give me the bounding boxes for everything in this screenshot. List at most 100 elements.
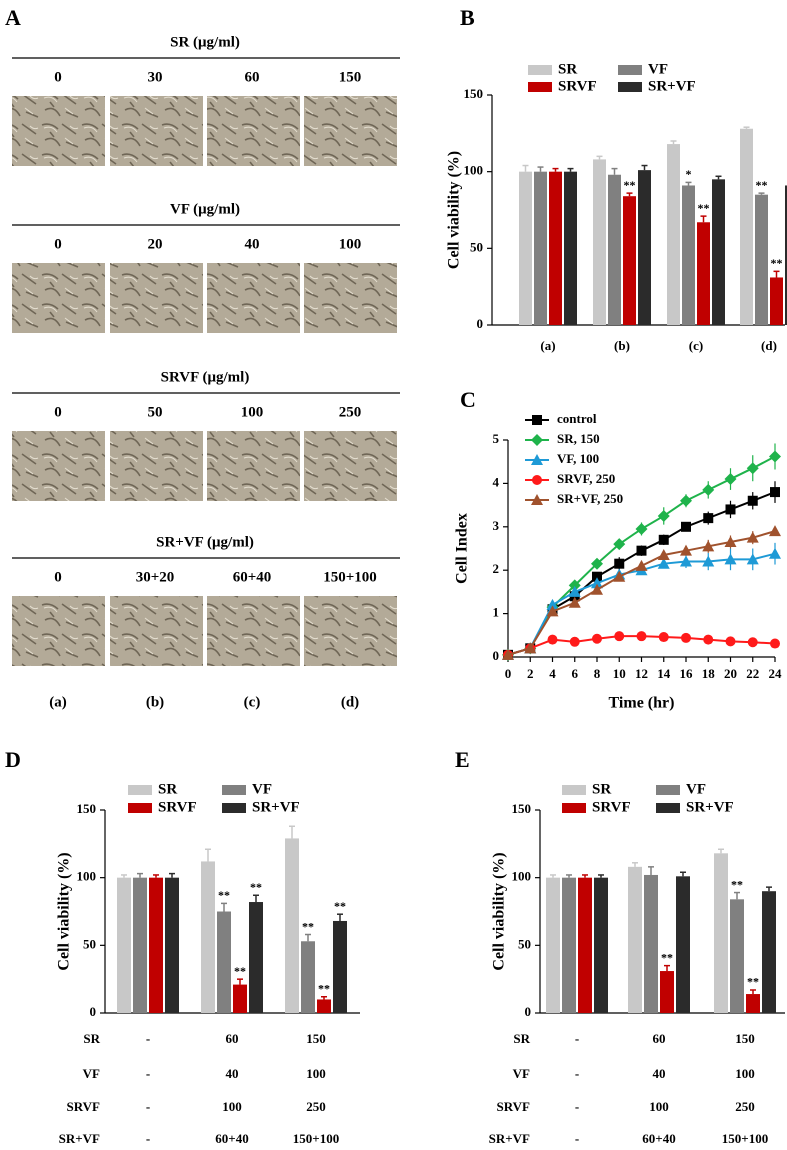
table-cell: 100 (735, 1066, 755, 1081)
legend-label: VF (648, 61, 668, 77)
x-tick-label: 0 (505, 666, 512, 681)
marker (658, 632, 669, 643)
legend-marker (531, 454, 543, 465)
marker (747, 495, 758, 506)
marker (724, 553, 737, 565)
marker (746, 531, 759, 543)
panel-label: C (460, 387, 476, 412)
legend-swatch (618, 65, 642, 75)
marker (568, 585, 581, 597)
legend-swatch (618, 82, 642, 92)
bar (317, 999, 331, 1013)
section-title: SRVF (μg/ml) (161, 369, 250, 385)
table-cell: 40 (653, 1066, 666, 1081)
dose-label: 30 (148, 69, 163, 85)
table-cell: - (146, 1066, 150, 1081)
significance: ** (771, 256, 783, 270)
x-tick-label: 20 (724, 666, 737, 681)
micrograph (207, 431, 300, 501)
micrograph (110, 596, 203, 666)
table-cell: 100 (222, 1099, 242, 1114)
bar (682, 185, 695, 325)
y-tick-label: 0 (477, 316, 484, 331)
bar (546, 877, 560, 1013)
marker (502, 648, 514, 660)
legend-swatch (656, 785, 680, 795)
legend-label: SR (592, 781, 611, 797)
legend-marker (531, 494, 543, 505)
panel-label: B (460, 5, 475, 30)
marker (568, 596, 581, 608)
marker (702, 555, 715, 567)
panel-label: E (455, 747, 470, 772)
significance: ** (731, 877, 743, 891)
legend-label: SR, 150 (557, 431, 600, 446)
bar (594, 877, 608, 1013)
marker (680, 544, 692, 556)
table-cell: 250 (735, 1099, 755, 1114)
dose-label: 0 (54, 404, 62, 420)
micrograph (304, 96, 397, 166)
micrograph (207, 596, 300, 666)
marker (636, 631, 647, 642)
marker (681, 632, 691, 643)
row-label: SR (513, 1031, 530, 1046)
y-tick-label: 3 (493, 518, 500, 533)
section-title: SR (μg/ml) (170, 34, 240, 50)
marker (568, 579, 581, 592)
legend-label: SRVF, 250 (557, 471, 615, 486)
significance: * (686, 167, 692, 181)
dose-label: 0 (54, 236, 62, 252)
table-cell: 150 (735, 1031, 755, 1046)
bar (562, 877, 576, 1013)
marker (746, 553, 759, 565)
table-cell: 150 (306, 1031, 326, 1046)
y-tick-label: 50 (470, 239, 483, 254)
micrograph (304, 596, 397, 666)
marker (702, 540, 715, 552)
legend-swatch (222, 785, 246, 795)
x-tick-label: 6 (572, 666, 579, 681)
y-tick-label: 5 (493, 431, 500, 446)
significance: ** (234, 964, 246, 978)
row-label: SR+VF (59, 1131, 100, 1146)
y-tick-label: 150 (464, 86, 484, 101)
significance: ** (218, 888, 230, 902)
legend-label: VF (686, 781, 706, 797)
legend-label: SR+VF (686, 799, 734, 815)
legend-label: VF (252, 781, 272, 797)
significance: ** (250, 880, 262, 894)
x-tick-label: 22 (746, 666, 759, 681)
column-label: (b) (146, 694, 164, 710)
table-cell: 100 (306, 1066, 326, 1081)
legend-label: SR+VF (252, 799, 300, 815)
table-cell: 60 (226, 1031, 239, 1046)
bar (549, 171, 562, 325)
legend-swatch (562, 803, 586, 813)
table-cell: 250 (306, 1099, 326, 1114)
y-tick-label: 1 (493, 605, 500, 620)
bar (165, 877, 179, 1013)
dose-label: 0 (54, 69, 62, 85)
bar (217, 911, 231, 1013)
x-tick-label: 12 (635, 666, 648, 681)
marker (546, 598, 559, 610)
y-tick-label: 0 (493, 648, 500, 663)
section-title: VF (μg/ml) (170, 201, 240, 217)
dose-label: 30+20 (136, 569, 175, 585)
legend-swatch (528, 82, 552, 92)
y-axis-label: Cell viability (%) (446, 151, 463, 269)
marker (591, 583, 603, 595)
column-label: (c) (244, 694, 261, 710)
x-tick-label: (a) (540, 338, 555, 353)
marker (658, 534, 669, 545)
panel-label: A (5, 5, 21, 30)
marker (613, 570, 626, 582)
marker (703, 513, 714, 524)
bar (564, 171, 577, 325)
y-axis-label: Cell viability (%) (56, 852, 73, 970)
y-tick-label: 2 (493, 561, 500, 576)
marker (724, 473, 737, 486)
legend-swatch (128, 803, 152, 813)
